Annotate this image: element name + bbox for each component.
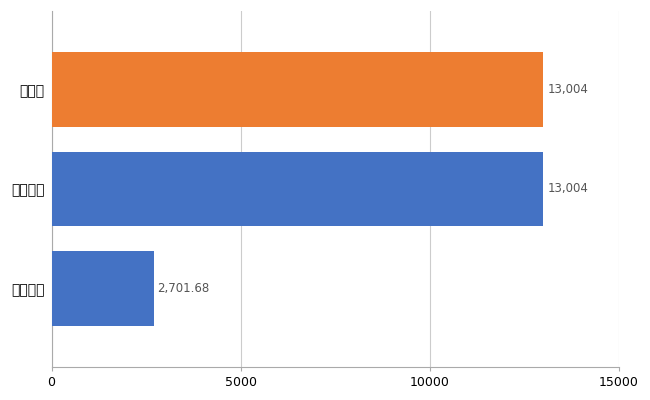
Text: 13,004: 13,004 <box>547 182 588 196</box>
Bar <box>51 152 543 226</box>
Bar <box>51 251 154 326</box>
Bar <box>51 52 543 127</box>
Text: 2,701.68: 2,701.68 <box>157 282 210 295</box>
Text: 13,004: 13,004 <box>547 83 588 96</box>
